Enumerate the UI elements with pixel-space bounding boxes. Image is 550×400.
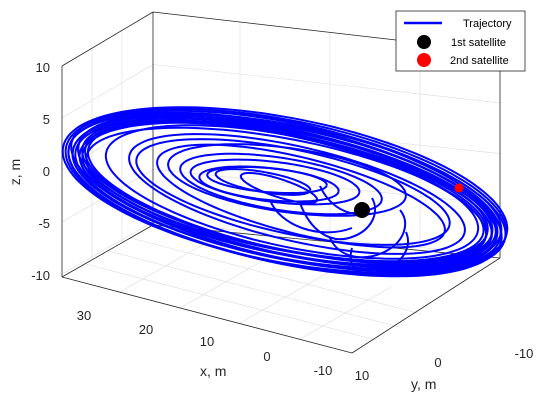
trajectory-loop [319,185,361,215]
axis-x-line [61,276,353,354]
grid-line [61,221,154,275]
trajectory-loop [167,143,407,217]
trajectory-loop [71,113,503,270]
z-tick-label: -10 [31,268,50,283]
legend-label-trajectory: Trajectory [463,18,512,30]
y-tick-label: 0 [434,355,441,370]
y-tick-label: -10 [515,346,534,361]
x-tick-labels: 30 20 10 0 -10 [77,308,333,378]
legend-label-1st-satellite: 1st satellite [451,37,506,49]
axis-frame-base-left [61,224,154,278]
z-tick-labels: 10 5 0 -5 -10 [31,60,50,283]
trajectory-loop [189,158,361,206]
trajectory-loop [128,133,466,255]
grid-line [108,250,400,328]
z-tick-label: -5 [38,216,50,231]
x-tick-label: 30 [77,308,91,323]
trajectory-loop [85,126,485,263]
trajectory-loop [329,209,407,259]
trajectory-loop [179,152,383,216]
trajectory-loop [156,143,446,249]
axis-frame-left-top [61,11,154,67]
grid-line [179,255,272,309]
x-axis-title: x, m [200,363,226,379]
grid-line [61,64,154,119]
series-trajectory [61,106,509,278]
grid-line [85,263,377,341]
trajectory-loop [104,124,480,260]
x-tick-label: -10 [314,363,333,378]
grid-line [152,64,501,104]
grid-line [130,237,422,315]
legend: Trajectory 1st satellite 2nd satellite [395,10,526,72]
legend-swatch-2nd-satellite [417,53,431,67]
y-tick-label: 10 [355,368,369,383]
trajectory-loop [61,106,509,274]
trajectory-loop [214,168,312,196]
marker-1st-satellite [354,202,370,218]
z-tick-label: 5 [43,112,50,127]
trajectory-loop [78,120,494,266]
z-tick-label: 0 [43,164,50,179]
y-tick-labels: 10 0 -10 [355,346,534,383]
trajectory-loop [135,138,451,246]
trajectory-loop [349,231,409,275]
z-axis-title: z, m [7,159,23,185]
y-axis-title: y, m [411,376,436,392]
trajectory-loop [269,199,353,234]
trajectory-loop [239,172,319,204]
marker-2nd-satellite [454,183,464,193]
z-tick-label: 10 [36,60,50,75]
trajectory-loop [206,166,328,194]
legend-swatch-1st-satellite [417,35,431,49]
trajectory-loop [64,108,508,275]
x-tick-label: 0 [263,349,270,364]
legend-label-2nd-satellite: 2nd satellite [450,55,509,67]
axis-y-line [351,257,501,354]
x-tick-label: 10 [200,334,214,349]
trajectory-loop [77,112,497,268]
x-tick-label: 20 [139,322,153,337]
trajectory-loop [299,197,377,241]
